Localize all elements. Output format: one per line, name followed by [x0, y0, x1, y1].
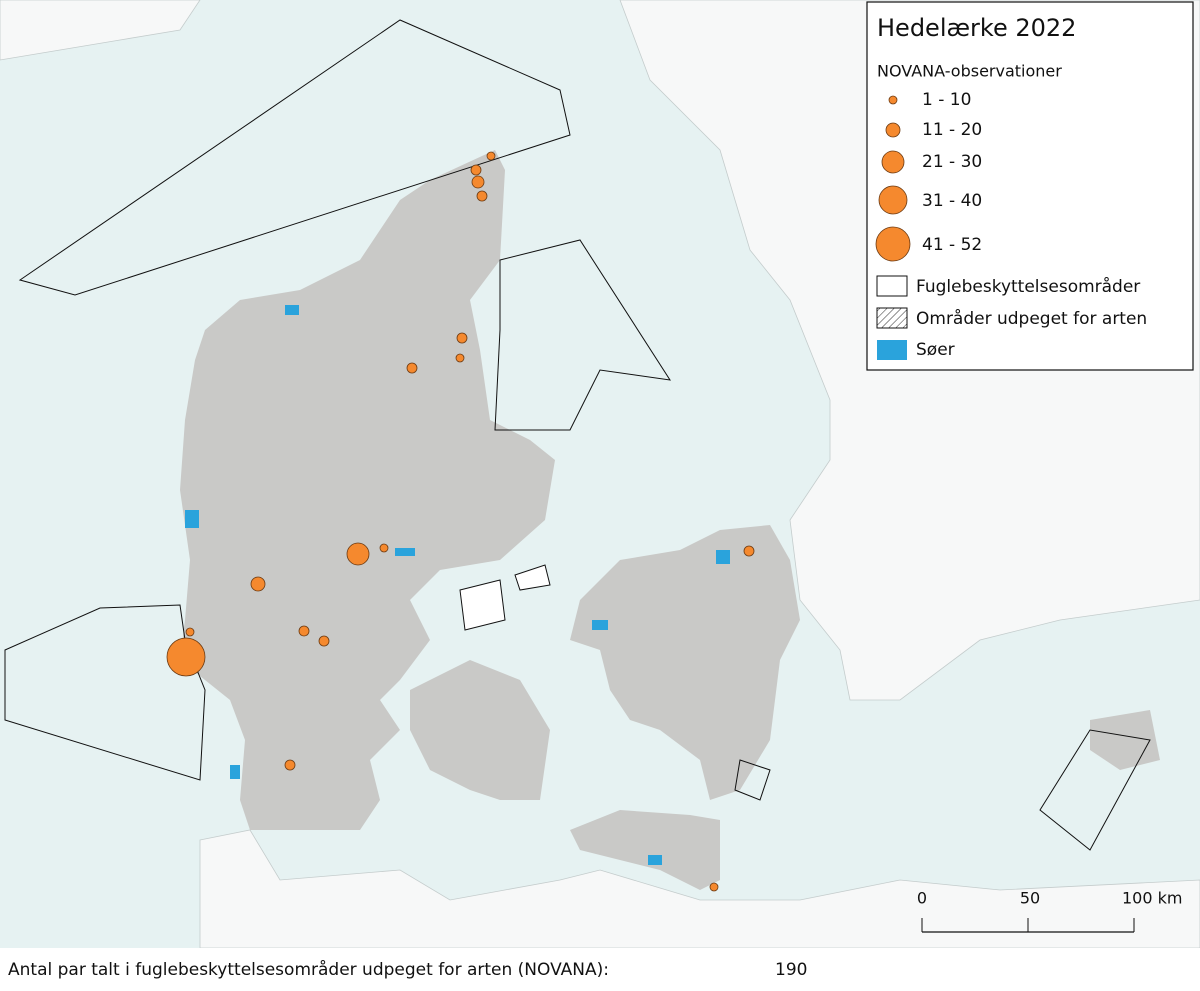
zealand: [570, 525, 800, 800]
footer: Antal par talt i fuglebeskyttelsesområde…: [0, 948, 1200, 991]
legend-symbol: [881, 150, 905, 174]
lake: [185, 510, 199, 528]
protection-area: [18, 19, 571, 296]
footer-value: 190: [775, 960, 807, 980]
scale-label: 50: [1020, 889, 1040, 908]
legend-swatch: [876, 275, 908, 297]
legend-symbol: [888, 95, 898, 105]
observations: [166, 151, 755, 892]
observation: [346, 542, 370, 566]
observation: [185, 627, 195, 637]
lake: [395, 548, 415, 556]
legend-label: Fuglebeskyttelsesområder: [916, 276, 1140, 297]
jutland: [180, 150, 555, 830]
observation: [406, 362, 418, 374]
lake: [716, 550, 730, 564]
germany: [199, 829, 1200, 949]
footer-band: [0, 948, 1200, 991]
observation: [379, 543, 389, 553]
protection-area: [459, 579, 506, 631]
lake: [285, 305, 299, 315]
legend-subtitle: NOVANA-observationer: [877, 62, 1062, 81]
legend: Hedelærke 2022 NOVANA-observationer 1 - …: [866, 1, 1194, 371]
legend-symbol: [878, 185, 908, 215]
bornholm: [1090, 710, 1160, 770]
norway: [0, 0, 201, 61]
observation: [476, 190, 488, 202]
observation: [284, 759, 296, 771]
legend-label: 41 - 52: [922, 235, 982, 255]
observation: [166, 637, 206, 677]
legend-symbol: [875, 226, 911, 262]
observation: [318, 635, 330, 647]
legend-label: 31 - 40: [922, 191, 982, 211]
scale-label: 100 km: [1122, 889, 1182, 908]
legend-label: Søer: [916, 340, 955, 360]
observation: [250, 576, 266, 592]
scale-label: 0: [917, 889, 927, 908]
legend-swatch: [876, 307, 908, 329]
observation: [743, 545, 755, 557]
legend-symbol: [885, 122, 901, 138]
lake: [648, 855, 662, 865]
protection-area: [514, 564, 551, 591]
lakes: [185, 305, 730, 865]
lake: [592, 620, 608, 630]
protection-area: [1039, 729, 1151, 851]
legend-label: 11 - 20: [922, 120, 982, 140]
legend-label: Områder udpeget for arten: [916, 308, 1147, 329]
protection-area: [494, 239, 672, 431]
legend-title: Hedelærke 2022: [877, 14, 1076, 42]
observation: [298, 625, 310, 637]
designated-area: [734, 759, 771, 801]
observation: [709, 882, 719, 892]
lolland-falster: [570, 810, 720, 890]
footer-label: Antal par talt i fuglebeskyttelsesområde…: [8, 959, 609, 980]
funen: [410, 660, 550, 800]
observation: [470, 164, 482, 176]
legend-swatch: [877, 340, 907, 360]
observation: [456, 332, 468, 344]
scale-bar: 0 50 100 km: [917, 889, 1182, 933]
legend-label: 1 - 10: [922, 90, 971, 110]
observation: [486, 151, 496, 161]
observation: [471, 175, 485, 189]
lake: [230, 765, 240, 779]
legend-label: 21 - 30: [922, 152, 982, 172]
legend-box: [866, 1, 1194, 371]
observation: [455, 353, 465, 363]
